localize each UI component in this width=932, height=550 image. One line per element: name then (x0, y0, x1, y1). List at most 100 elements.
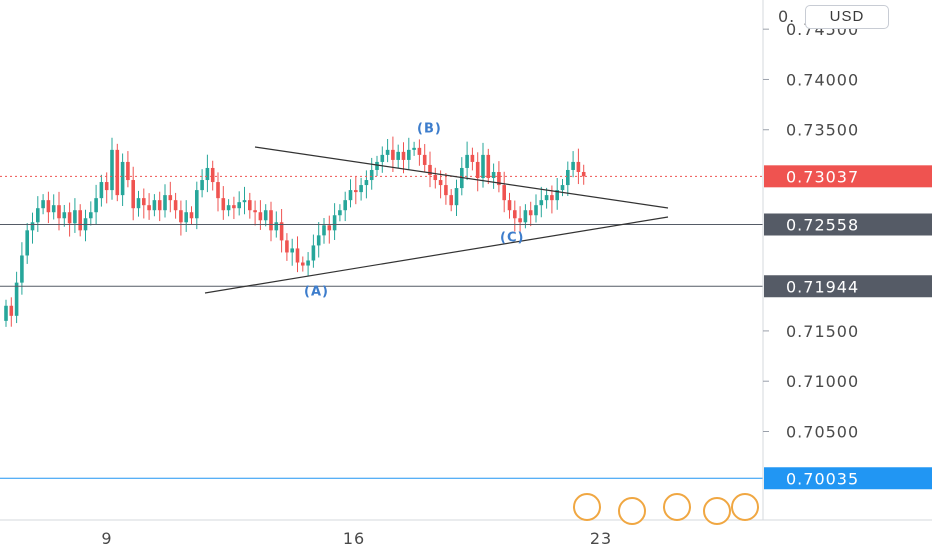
candle-bullish (396, 151, 400, 160)
candle-bullish (184, 212, 188, 223)
candle-bullish (274, 222, 279, 231)
candle-bullish (481, 154, 485, 179)
candle-bullish (152, 200, 157, 211)
candle-bullish (316, 235, 321, 246)
candle-bullish (369, 169, 374, 181)
price-tag-label: 0.72558 (786, 215, 859, 234)
candle-bullish (195, 190, 199, 219)
candle-bullish (465, 154, 469, 168)
candle-bullish (62, 212, 67, 219)
price-tick-label: 0.74000 (786, 70, 859, 89)
time-axis[interactable]: 9 16 23 (101, 529, 612, 548)
candle-bullish (136, 198, 141, 209)
candle-bullish (491, 171, 496, 179)
price-tag-label: 0.73037 (786, 167, 859, 186)
candle-bullish (332, 215, 337, 231)
candle-bullish (364, 180, 369, 186)
candle-bearish (57, 205, 61, 219)
candle-bearish (470, 154, 475, 162)
price-tags: 0.73037 0.72558 0.71944 0.70035 (764, 165, 932, 490)
candle-bullish (407, 149, 411, 160)
candle-bullish (571, 161, 575, 170)
economic-events[interactable] (573, 493, 759, 525)
event-flag-icon[interactable] (703, 497, 731, 525)
candle-bullish (20, 255, 24, 283)
event-flag-icon[interactable] (663, 493, 691, 521)
candle-bearish (189, 212, 194, 219)
candle-bearish (248, 200, 252, 211)
price-tick-label: 0.71000 (786, 372, 859, 391)
candle-bearish (179, 210, 183, 223)
candle-bullish (348, 190, 353, 201)
candle-bullish (41, 200, 45, 209)
event-flag-icon[interactable] (573, 493, 601, 521)
candle-bearish (581, 171, 586, 177)
candle-bearish (576, 161, 581, 172)
price-tag-label: 0.71944 (786, 277, 859, 296)
candle-bearish (422, 154, 427, 165)
candle-bearish (210, 167, 215, 183)
event-flag-icon[interactable] (731, 493, 759, 521)
candle-bearish (142, 198, 146, 206)
price-tick-top: 0. (778, 7, 795, 26)
triangle-lower-trendline[interactable] (204, 216, 669, 294)
candle-bullish (311, 245, 316, 261)
triangle-upper-trendline[interactable] (254, 146, 669, 209)
candle-bullish (539, 200, 544, 206)
candle-bullish (290, 248, 294, 253)
candle-bearish (301, 262, 305, 266)
time-tick-9: 9 (101, 529, 112, 548)
price-tag (764, 467, 932, 490)
price-tag (764, 213, 932, 236)
candle-bullish (544, 195, 549, 201)
candle-bullish (343, 200, 347, 211)
currency-button[interactable]: USD (805, 5, 889, 29)
candle-bullish (412, 147, 416, 150)
candle-bearish (475, 161, 480, 179)
time-tick-23: 23 (590, 529, 612, 548)
candle-bearish (444, 185, 448, 196)
candle-bullish (14, 282, 19, 316)
candle-bullish (306, 260, 310, 266)
candle-bullish (322, 225, 326, 236)
candle-bullish (359, 185, 363, 193)
candle-bullish (375, 161, 379, 170)
candle-bullish (555, 190, 559, 201)
candle-bearish (391, 149, 395, 160)
candle-bearish (433, 175, 438, 181)
price-tick-label: 0.73500 (786, 121, 859, 140)
candle-bearish (9, 305, 14, 316)
candle-bullish (560, 185, 565, 191)
candle-bullish (163, 195, 167, 211)
candle-bullish (205, 167, 210, 181)
candle-bearish (486, 154, 491, 179)
candle-bearish (401, 151, 406, 160)
price-tag (764, 275, 932, 298)
candle-bearish (327, 225, 332, 231)
candle-bullish (4, 305, 8, 321)
time-tick-16: 16 (343, 529, 365, 548)
candle-bearish (216, 182, 220, 199)
candles-layer (4, 136, 586, 327)
candle-bearish (104, 182, 109, 191)
candle-bearish (550, 195, 554, 201)
candle-bullish (110, 149, 114, 191)
candle-bullish (566, 169, 570, 186)
candle-bullish (237, 202, 241, 209)
candle-bearish (232, 205, 236, 209)
event-flag-icon[interactable] (618, 497, 646, 525)
candle-bullish (454, 188, 459, 206)
candle-bearish (513, 210, 517, 219)
wave-label-c: (C) (500, 230, 524, 245)
price-tick-label: 0.71500 (786, 322, 859, 341)
candle-bullish (263, 210, 268, 221)
candle-bearish (295, 248, 300, 263)
candle-bearish (507, 200, 512, 211)
candle-bearish (449, 195, 453, 206)
candle-bullish (534, 205, 538, 216)
candle-bearish (131, 180, 135, 209)
candle-bullish (51, 205, 56, 213)
candle-bearish (269, 210, 273, 231)
